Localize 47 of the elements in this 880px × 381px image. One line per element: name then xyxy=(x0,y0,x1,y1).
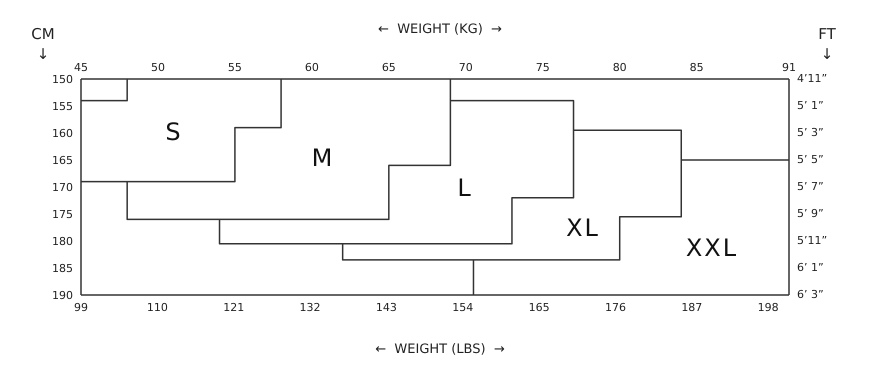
text: 6’ 3” xyxy=(797,288,824,302)
x2-tick-label: 65 xyxy=(382,61,396,74)
y-tick-label: 190 xyxy=(52,288,73,302)
annotation: XL xyxy=(565,214,601,242)
x-tick-label: 176 xyxy=(604,300,626,314)
y-tick-label: 180 xyxy=(52,234,73,248)
x-tick-label: 110 xyxy=(146,300,168,314)
text: 5’ 9” xyxy=(797,207,824,221)
x-tick-label: 198 xyxy=(758,300,779,314)
y-axis-title: CM ↓ xyxy=(30,24,56,64)
y-tick-label: 160 xyxy=(52,126,73,140)
x2-tick-label: 91 xyxy=(782,61,796,74)
y-tick-label: 175 xyxy=(52,208,73,221)
x-tick-label: 132 xyxy=(300,300,321,314)
y-tick-label: 185 xyxy=(52,262,73,275)
x2-tick-label: 80 xyxy=(612,61,627,74)
x2-axis-title: ← WEIGHT (KG) → xyxy=(378,22,502,37)
x2-tick-label: 55 xyxy=(228,61,242,74)
x2-tick-label: 50 xyxy=(150,61,165,74)
y-tick-label: 170 xyxy=(52,180,73,194)
text: 5’ 7” xyxy=(797,180,824,194)
text: 5’ 3” xyxy=(797,126,824,140)
text: 6’ 1” xyxy=(797,261,824,275)
x-tick-label: 143 xyxy=(376,300,397,314)
x2-tick-label: 70 xyxy=(458,61,473,74)
text: 5’ 1” xyxy=(797,99,824,113)
x2-tick-label: 45 xyxy=(74,61,88,74)
annotation: XXL xyxy=(684,234,740,262)
x-axis-title: ← WEIGHT (LBS) → xyxy=(374,342,506,357)
text: 5’11” xyxy=(797,234,828,248)
x-tick-label: 154 xyxy=(452,300,474,314)
y-tick-label: 150 xyxy=(52,72,73,86)
x-tick-label: 99 xyxy=(74,300,88,314)
x2-tick-label: 85 xyxy=(690,61,704,74)
x-tick-label: 187 xyxy=(681,300,702,314)
x-tick-label: 165 xyxy=(528,300,550,314)
y-tick-label: 155 xyxy=(52,100,73,113)
annotation: M xyxy=(310,144,336,172)
x2-tick-label: 75 xyxy=(536,61,550,74)
annotation: S xyxy=(164,118,184,146)
x2-tick-label: 60 xyxy=(304,61,319,74)
x-tick-label: 121 xyxy=(223,300,244,314)
annotation: L xyxy=(456,174,474,202)
text: 4’11” xyxy=(797,72,828,86)
y2-axis-title: FT ↓ xyxy=(817,24,837,64)
y-tick-label: 165 xyxy=(52,154,73,167)
text: 5’ 5” xyxy=(797,153,824,167)
